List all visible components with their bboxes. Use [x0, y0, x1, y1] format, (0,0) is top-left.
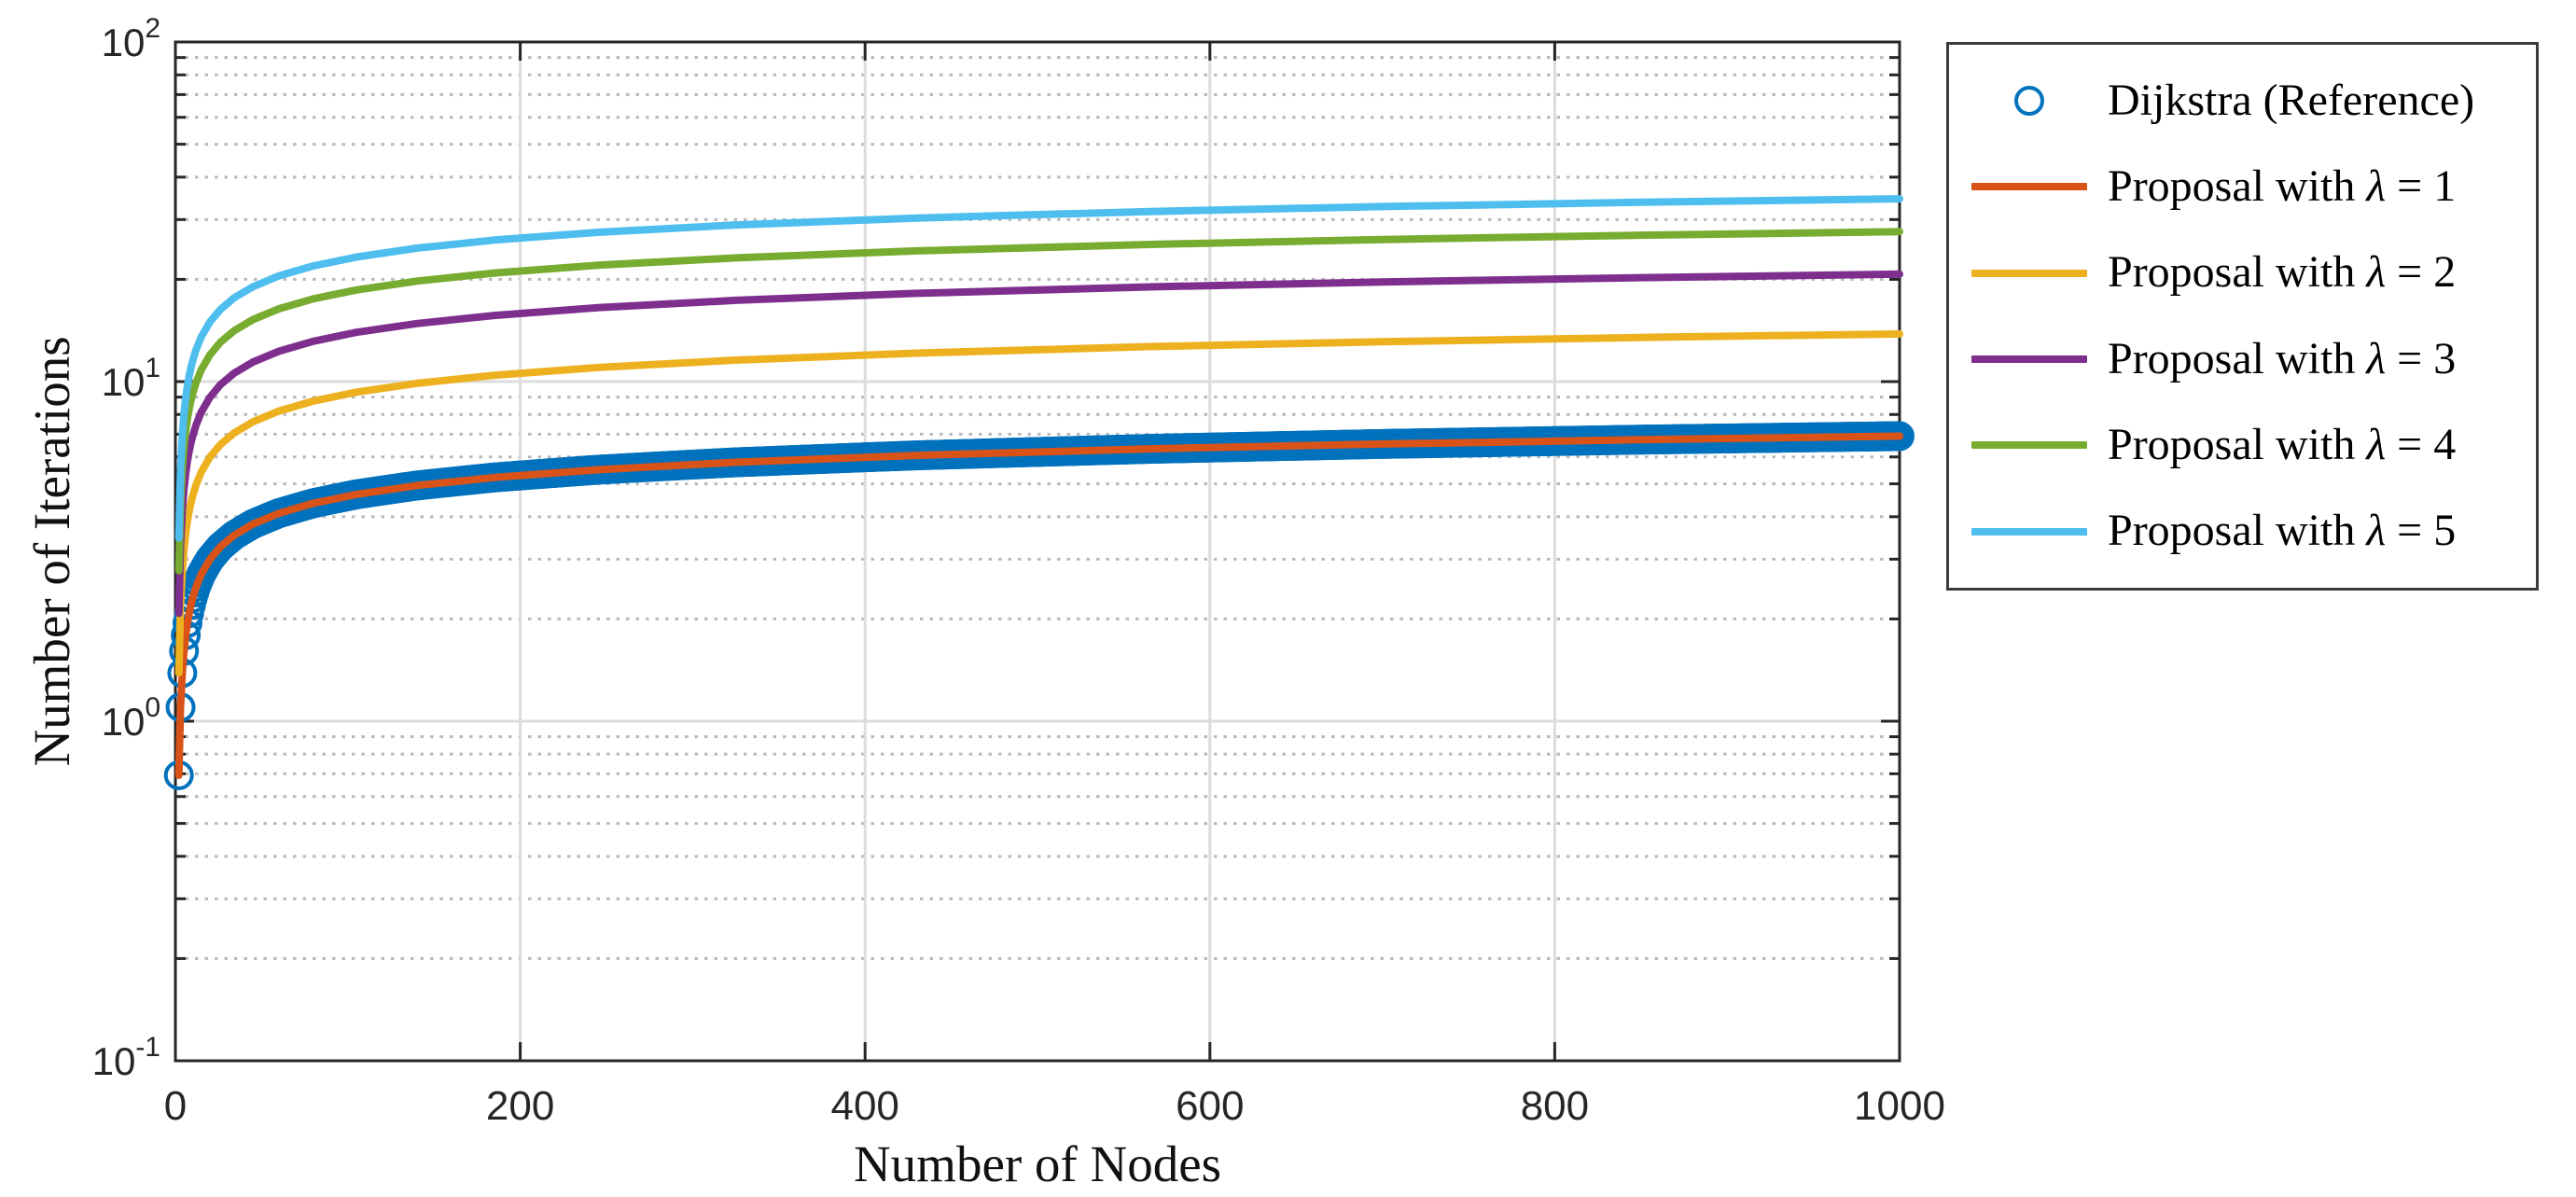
legend-label-lambda-4: Proposal with λ = 4 [2108, 420, 2457, 470]
y-tick-label: 10-1 [92, 1032, 160, 1083]
legend-item-dijkstra: Dijkstra (Reference) [1949, 75, 2536, 126]
lambda-1-line-swatch [1971, 183, 2087, 191]
x-tick-label: 1000 [1854, 1083, 1945, 1129]
y-minor-grid [175, 56, 1900, 960]
axis-ticks [174, 40, 1901, 1063]
series-line-lambda-1 [174, 432, 1903, 779]
x-tick-label: 200 [486, 1083, 554, 1129]
legend-item-lambda-3: Proposal with λ = 3 [1949, 333, 2536, 384]
x-axis-label: Number of Nodes [854, 1135, 1221, 1192]
y-tick-label: 100 [102, 692, 160, 744]
axis-labels: Number of Nodes Number of Iterations [23, 336, 1221, 1192]
legend-label-lambda-3: Proposal with λ = 3 [2108, 333, 2457, 383]
lambda-3-line-swatch [1971, 355, 2087, 364]
legend-label-dijkstra: Dijkstra (Reference) [2108, 75, 2475, 125]
y-tick-label: 101 [102, 353, 160, 404]
x-tick-label: 800 [1521, 1083, 1589, 1129]
lambda-4-line-swatch [1971, 441, 2087, 450]
y-tick-labels: 10-1 100 101 102 [92, 13, 160, 1083]
legend-item-lambda-4: Proposal with λ = 4 [1949, 420, 2536, 470]
series-line-lambda-2 [174, 329, 1903, 677]
x-tick-label: 600 [1176, 1083, 1244, 1129]
legend-label-lambda-5: Proposal with λ = 5 [2108, 506, 2457, 556]
x-tick-labels: 0 200 400 600 800 1000 [164, 1083, 1945, 1129]
legend-item-lambda-2: Proposal with λ = 2 [1949, 248, 2536, 298]
y-tick-label: 102 [102, 13, 160, 64]
legend-label-lambda-2: Proposal with λ = 2 [2108, 247, 2457, 298]
lambda-5-line-swatch [1971, 527, 2087, 536]
legend-item-lambda-5: Proposal with λ = 5 [1949, 507, 2536, 556]
legend-item-lambda-1: Proposal with λ = 1 [1949, 161, 2536, 212]
y-axis-label: Number of Iterations [23, 336, 80, 766]
dijkstra-markers [163, 421, 1915, 790]
x-tick-label: 0 [164, 1083, 187, 1129]
dijkstra-circle-marker-icon [1971, 82, 2087, 119]
legend-label-lambda-1: Proposal with λ = 1 [2108, 161, 2457, 212]
series-line-lambda-4 [174, 228, 1903, 575]
legend: Dijkstra (Reference) Proposal with λ = 1… [1946, 42, 2539, 591]
series-line-lambda-5 [174, 195, 1903, 542]
x-tick-label: 400 [830, 1083, 898, 1129]
axes-box [174, 40, 1901, 1063]
major-grid [175, 42, 1900, 1061]
series-line-lambda-3 [174, 270, 1903, 618]
lambda-2-line-swatch [1971, 269, 2087, 277]
